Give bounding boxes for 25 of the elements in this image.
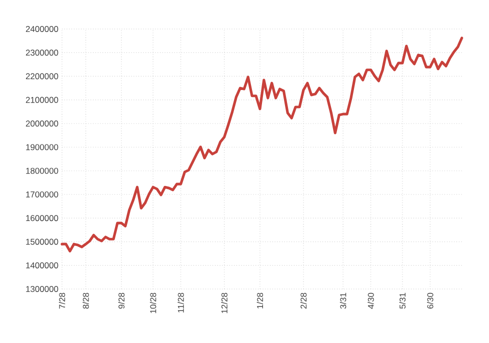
- x-tick-label: 5/31: [399, 292, 406, 309]
- x-tick-label: 10/28: [150, 292, 156, 314]
- x-tick-label: 2/28: [300, 292, 307, 309]
- x-tick-label: 6/30: [427, 292, 434, 309]
- y-tick-label: 2200000: [26, 73, 58, 80]
- y-tick-label: 2100000: [26, 96, 58, 103]
- x-tick-label: 11/28: [178, 292, 184, 312]
- x-tick-label: 4/30: [368, 292, 374, 309]
- y-tick-label: 2000000: [26, 120, 58, 127]
- y-tick-label: 1700000: [26, 191, 58, 198]
- y-tick-label: 1600000: [26, 215, 58, 222]
- y-tick-label: 1500000: [26, 238, 58, 245]
- x-tick-label: 7/28: [58, 292, 66, 309]
- x-tick-label: 8/28: [82, 292, 89, 309]
- y-tick-label: 2300000: [26, 50, 58, 56]
- y-tick-label: 1900000: [26, 144, 58, 150]
- x-tick-label: 1/28: [256, 292, 264, 308]
- y-tick-label: 2400000: [26, 26, 58, 32]
- y-tick-label: 1400000: [26, 262, 58, 268]
- line-series: [60, 36, 464, 252]
- x-tick-label: 12/28: [221, 292, 228, 314]
- x-tick-label: 3/31: [340, 292, 346, 309]
- y-tick-label: 1300000: [26, 286, 58, 292]
- y-tick-label: 1800000: [26, 168, 58, 174]
- x-tick-label: 9/28: [118, 292, 124, 309]
